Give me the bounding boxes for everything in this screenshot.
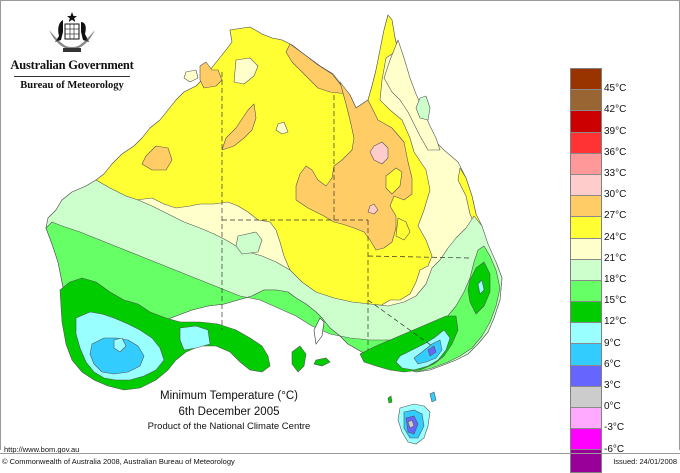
government-name: Australian Government bbox=[10, 58, 134, 72]
legend-tick-label: 27°C bbox=[604, 210, 627, 222]
zone-18-21-qld-coast bbox=[415, 95, 431, 121]
zone-18-21-central-pocket bbox=[235, 231, 263, 255]
legend-tick-label: -3°C bbox=[604, 422, 625, 434]
zone-6-9-sw bbox=[89, 337, 145, 375]
issued-date: Issued: 24/01/2008 bbox=[613, 457, 677, 466]
zone-21-24-capeyork bbox=[383, 39, 441, 151]
legend-swatch bbox=[571, 174, 601, 197]
bom-url-link[interactable]: http://www.bom.gov.au bbox=[4, 445, 80, 454]
legend-color-bar bbox=[570, 68, 602, 473]
tasmania-zone-0-3 bbox=[407, 419, 415, 429]
zone-24-27-qld-hole bbox=[385, 167, 403, 195]
king-island bbox=[387, 395, 393, 404]
zone-9-12-nsw-pocket bbox=[477, 279, 485, 295]
zone-30-33-sa bbox=[367, 203, 379, 215]
map-product-note: Product of the National Climate Centre bbox=[147, 421, 311, 432]
zone-6-9-vic bbox=[413, 339, 443, 365]
kangaroo-island bbox=[313, 357, 331, 367]
border-qld-nsw bbox=[367, 255, 471, 259]
logo-divider bbox=[14, 76, 130, 77]
zone-27-30-nt-inland bbox=[221, 103, 257, 151]
legend-tick-label: 24°C bbox=[604, 231, 627, 243]
zone-24-27-qld-hole2 bbox=[395, 217, 411, 241]
zone-9-12-sa bbox=[179, 325, 211, 351]
legend-swatch bbox=[571, 408, 601, 430]
zone-3-6-alps bbox=[427, 345, 437, 357]
commonwealth-coat-of-arms-icon bbox=[49, 12, 95, 52]
legend-swatch bbox=[571, 196, 601, 218]
zone-9-12-sw-inner bbox=[113, 337, 127, 353]
legend-tick-label: 9°C bbox=[604, 337, 621, 349]
legend-tick-label: 21°C bbox=[604, 252, 627, 264]
zone-9-12-vic bbox=[395, 329, 451, 371]
zone-21-24-pilbara-pocket bbox=[275, 121, 289, 135]
zone-21-24-nt-pocket bbox=[233, 57, 259, 85]
zone-12-15-sa-gulf bbox=[291, 345, 307, 373]
legend-swatch bbox=[571, 450, 601, 472]
zone-30-33-qld bbox=[369, 141, 389, 165]
flinders-island bbox=[429, 391, 437, 403]
footer-divider bbox=[0, 453, 680, 454]
legend-swatch bbox=[571, 302, 601, 324]
legend-swatch bbox=[571, 90, 601, 112]
legend-swatch bbox=[571, 323, 601, 345]
government-logo: Australian Government Bureau of Meteorol… bbox=[8, 10, 136, 91]
spencer-gulf bbox=[313, 317, 325, 345]
copyright-notice: © Commonwealth of Australia 2008, Austra… bbox=[2, 457, 235, 466]
legend-tick-label: 0°C bbox=[604, 401, 621, 413]
legend-swatch bbox=[571, 111, 601, 133]
legend-tick-label: 15°C bbox=[604, 295, 627, 307]
bureau-name: Bureau of Meteorology bbox=[20, 80, 124, 91]
legend-swatch bbox=[571, 386, 601, 408]
legend-swatch bbox=[571, 429, 601, 451]
australia-temperature-map bbox=[45, 14, 503, 445]
legend-tick-label: 30°C bbox=[604, 189, 627, 201]
legend-tick-label: 33°C bbox=[604, 168, 627, 179]
legend-swatch bbox=[571, 69, 601, 91]
legend-swatch bbox=[571, 259, 601, 281]
legend-swatch bbox=[571, 153, 601, 175]
zone-27-30-pilbara bbox=[141, 145, 173, 171]
legend-swatch bbox=[571, 217, 601, 239]
legend-swatch bbox=[571, 132, 601, 154]
zone-27-30-topend bbox=[285, 43, 349, 95]
legend-swatch bbox=[571, 365, 601, 387]
legend-tick-label: 6°C bbox=[604, 358, 621, 370]
map-title-block: Minimum Temperature (°C) 6th December 20… bbox=[118, 388, 340, 434]
legend-swatch bbox=[571, 280, 601, 303]
legend-tick-label: -6°C bbox=[604, 443, 625, 455]
legend-tick-label: 45°C bbox=[604, 83, 627, 95]
legend-tick-label: 36°C bbox=[604, 146, 627, 158]
legend-tick-label: 3°C bbox=[604, 380, 621, 391]
zone-27-30-central bbox=[295, 81, 413, 251]
legend-tick-label: 18°C bbox=[604, 274, 627, 285]
legend-swatch bbox=[571, 344, 601, 366]
legend-tick-label: 39°C bbox=[604, 125, 627, 137]
legend-tick-label: 42°C bbox=[604, 104, 627, 116]
border-nsw-vic bbox=[367, 299, 433, 347]
map-title: Minimum Temperature (°C) bbox=[160, 390, 298, 402]
zone-21-24-kimb-pocket bbox=[183, 69, 199, 83]
legend-swatch bbox=[571, 238, 601, 260]
map-date: 6th December 2005 bbox=[178, 406, 280, 418]
legend-tick-label: 12°C bbox=[604, 316, 627, 328]
